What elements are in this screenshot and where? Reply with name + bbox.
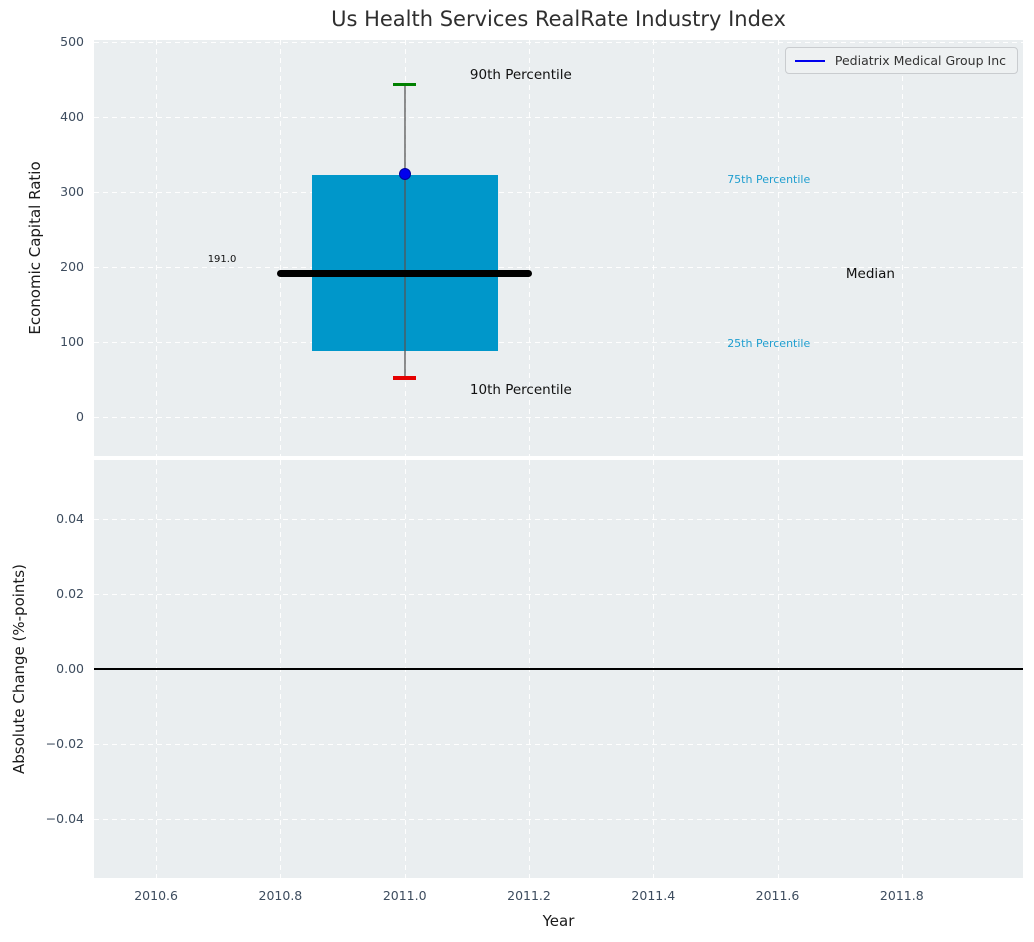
x-tick-label: 2011.2 — [507, 888, 551, 903]
zero-line — [94, 668, 1023, 670]
y-tick-label: −0.02 — [45, 736, 84, 752]
x-tick-label: 2010.6 — [134, 888, 178, 903]
gridline — [94, 266, 1023, 268]
boxplot-whisker — [404, 84, 406, 378]
boxplot-median-line — [277, 270, 533, 277]
gridline — [94, 417, 1023, 418]
gridline — [94, 518, 1023, 520]
gridline — [653, 40, 655, 456]
x-tick-label: 2011.4 — [631, 888, 676, 903]
y-tick-label: 0.04 — [56, 510, 84, 526]
annotation-191-0: 191.0 — [207, 254, 237, 265]
gridline — [94, 116, 1023, 118]
gridline — [94, 593, 1023, 595]
gridline — [94, 341, 1023, 343]
company-data-point — [398, 168, 411, 181]
x-axis-label: Year — [542, 912, 575, 930]
y-tick-label: −0.04 — [45, 811, 84, 827]
y-tick-label: 200 — [60, 258, 84, 274]
gridline — [94, 744, 1023, 746]
x-tick-label: 2011.8 — [879, 888, 924, 903]
legend: Pediatrix Medical Group Inc — [784, 47, 1018, 74]
gridline — [777, 40, 779, 456]
x-tick-label: 2011.0 — [382, 888, 427, 903]
y-tick-label: 500 — [60, 33, 84, 49]
x-tick-label: 2011.6 — [755, 888, 800, 903]
annotation-25th-percentile: 25th Percentile — [727, 336, 811, 350]
y-tick-label: 400 — [60, 108, 84, 124]
y-tick-label: 100 — [60, 333, 84, 349]
y-tick-label: 300 — [60, 183, 84, 199]
gridline — [94, 819, 1023, 821]
annotation-10th-percentile: 10th Percentile — [469, 381, 572, 398]
annotation-median: Median — [845, 266, 895, 282]
boxplot-cap-90th — [393, 82, 417, 87]
bottom-plot-panel — [94, 460, 1023, 878]
gridline — [529, 40, 530, 456]
legend-label: Pediatrix Medical Group Inc — [834, 53, 1006, 68]
y-tick-label: 0 — [76, 409, 84, 424]
boxplot-cap-10th — [393, 376, 417, 380]
gridline — [901, 40, 903, 456]
gridline — [94, 191, 1023, 193]
legend-line-sample — [794, 59, 825, 62]
y-tick-label: 0.02 — [56, 585, 84, 601]
gridline — [156, 40, 158, 456]
gridline — [94, 41, 1023, 43]
annotation-75th-percentile: 75th Percentile — [727, 173, 811, 187]
x-tick-label: 2010.8 — [258, 888, 303, 903]
chart-title: Us Health Services RealRate Industry Ind… — [331, 7, 786, 31]
gridline — [280, 40, 282, 456]
annotation-90th-percentile: 90th Percentile — [469, 67, 572, 84]
top-plot-panel: Pediatrix Medical Group Inc 90th Percent… — [94, 40, 1023, 456]
y-tick-label: 0.00 — [56, 661, 84, 676]
